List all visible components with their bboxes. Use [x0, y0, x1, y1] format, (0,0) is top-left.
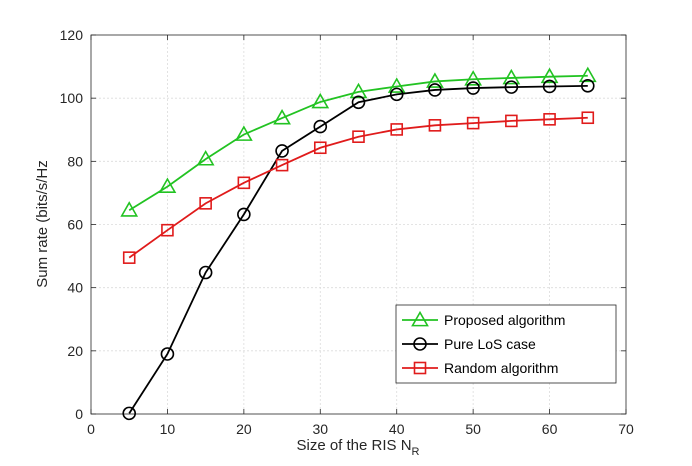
x-tick-label: 50 — [465, 421, 481, 437]
x-tick-label: 20 — [236, 421, 252, 437]
series-line-pure-los — [128, 84, 588, 414]
x-axis-label-subscript: R — [412, 446, 420, 458]
data-point-random — [581, 111, 595, 125]
y-tick-label: 60 — [67, 217, 83, 233]
data-point-proposed — [311, 92, 330, 109]
series-line-proposed — [128, 74, 588, 212]
x-tick-label: 60 — [542, 421, 558, 437]
data-point-pure-los — [466, 81, 480, 95]
data-point-random — [505, 114, 518, 128]
y-tick-label: 20 — [67, 343, 83, 359]
legend: Proposed algorithm Pure LoS case Random al… — [395, 304, 617, 384]
data-point-pure-los — [504, 80, 519, 94]
data-point-pure-los — [275, 144, 289, 158]
y-tick-label: 100 — [60, 90, 84, 106]
data-point-proposed — [120, 201, 139, 217]
data-point-pure-los — [313, 119, 328, 134]
data-point-pure-los — [198, 265, 213, 280]
legend-marker — [413, 337, 427, 351]
x-axis-label-main: Size of the RIS N — [296, 437, 411, 454]
x-tick-label: 30 — [312, 421, 328, 437]
data-point-proposed — [234, 125, 253, 141]
x-tick-label: 40 — [389, 421, 405, 437]
data-point-proposed — [158, 177, 177, 194]
x-axis-label: Size of the RIS NR — [296, 437, 419, 458]
series-random — [122, 111, 595, 264]
data-point-pure-los — [542, 79, 557, 94]
legend-item-random: Random algorithm — [402, 360, 558, 376]
data-point-pure-los — [580, 79, 595, 93]
axis-ticks: 0 10 20 30 40 50 60 70 0 20 40 60 80 100 120 — [60, 27, 634, 437]
data-point-random — [352, 130, 365, 143]
legend-marker — [413, 361, 427, 375]
series — [120, 66, 597, 421]
x-tick-label: 10 — [160, 421, 176, 437]
data-point-random — [390, 123, 404, 136]
data-point-random — [275, 158, 289, 172]
legend-marker — [411, 310, 429, 327]
data-point-pure-los — [428, 83, 442, 97]
legend-label: Pure LoS case — [444, 336, 536, 352]
data-point-proposed — [387, 77, 406, 93]
data-point-proposed — [578, 66, 597, 83]
data-point-pure-los — [237, 207, 251, 222]
series-pure-los — [122, 79, 595, 421]
data-point-pure-los — [389, 87, 404, 102]
legend-item-proposed: Proposed algorithm — [402, 310, 565, 328]
data-point-random — [543, 113, 556, 126]
legend-label: Random algorithm — [444, 360, 558, 376]
data-point-random — [428, 119, 442, 132]
data-point-random — [199, 197, 212, 210]
y-tick-label: 40 — [67, 280, 83, 296]
data-point-proposed — [464, 70, 483, 86]
y-tick-label: 0 — [75, 406, 83, 422]
x-tick-label: 70 — [618, 421, 634, 437]
data-point-random — [161, 223, 174, 237]
data-point-proposed — [196, 150, 215, 166]
data-point-random — [466, 116, 480, 130]
legend-label: Proposed algorithm — [444, 312, 565, 328]
data-point-proposed — [426, 72, 444, 88]
data-point-proposed — [540, 67, 559, 84]
data-point-random — [313, 141, 327, 155]
data-point-pure-los — [160, 347, 175, 361]
data-point-random — [122, 251, 136, 264]
y-tick-label: 120 — [60, 27, 84, 43]
data-point-pure-los — [122, 406, 137, 421]
data-point-proposed — [349, 82, 368, 99]
y-tick-label: 80 — [67, 153, 83, 169]
series-proposed — [120, 66, 597, 217]
data-point-pure-los — [351, 95, 366, 110]
legend-item-pure-los: Pure LoS case — [402, 336, 536, 352]
y-axis-label: Sum rate (bits/s/Hz — [34, 160, 51, 288]
data-point-random — [237, 176, 251, 190]
x-tick-label: 0 — [87, 421, 95, 437]
data-point-proposed — [273, 108, 291, 125]
series-line-random — [128, 116, 588, 259]
data-point-proposed — [502, 68, 521, 85]
